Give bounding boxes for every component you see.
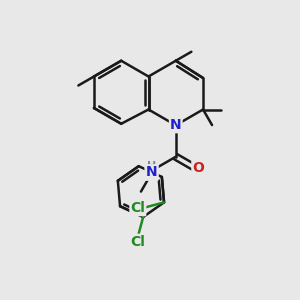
Text: Cl: Cl: [130, 235, 145, 249]
Text: O: O: [192, 161, 204, 175]
Text: Cl: Cl: [130, 201, 145, 215]
Text: N: N: [170, 118, 182, 132]
Text: H: H: [147, 160, 156, 171]
Text: N: N: [146, 166, 158, 179]
